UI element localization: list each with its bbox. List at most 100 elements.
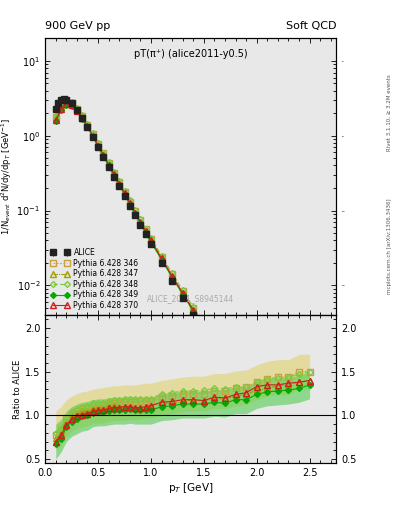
- Pythia 6.428 348: [297, 456, 301, 462]
- Pythia 6.428 346: [127, 199, 132, 205]
- Pythia 6.428 348: [191, 304, 196, 310]
- Pythia 6.428 346: [80, 113, 84, 119]
- Pythia 6.428 348: [53, 113, 58, 119]
- Pythia 6.428 346: [191, 305, 196, 311]
- Pythia 6.428 370: [138, 219, 143, 225]
- Pythia 6.428 370: [112, 171, 116, 177]
- Pythia 6.428 347: [59, 104, 63, 111]
- Pythia 6.428 347: [53, 115, 58, 121]
- Line: Pythia 6.428 349: Pythia 6.428 349: [54, 102, 312, 480]
- Pythia 6.428 370: [212, 339, 217, 345]
- Pythia 6.428 370: [191, 307, 196, 313]
- Pythia 6.428 370: [170, 273, 174, 279]
- Pythia 6.428 346: [265, 412, 270, 418]
- Pythia 6.428 370: [133, 209, 138, 216]
- Pythia 6.428 348: [96, 140, 101, 146]
- Pythia 6.428 349: [212, 340, 217, 347]
- Pythia 6.428 370: [222, 355, 227, 361]
- Pythia 6.428 346: [149, 236, 153, 242]
- Pythia 6.428 347: [212, 339, 217, 346]
- Pythia 6.428 349: [59, 107, 63, 113]
- Pythia 6.428 346: [275, 426, 280, 433]
- Pythia 6.428 370: [127, 200, 132, 206]
- Pythia 6.428 347: [143, 228, 148, 234]
- Pythia 6.428 348: [222, 352, 227, 358]
- Pythia 6.428 347: [133, 209, 138, 216]
- Pythia 6.428 349: [96, 143, 101, 150]
- Pythia 6.428 349: [286, 445, 291, 451]
- Pythia 6.428 370: [101, 152, 106, 158]
- Pythia 6.428 348: [143, 226, 148, 232]
- Pythia 6.428 346: [180, 288, 185, 294]
- Legend: ALICE, Pythia 6.428 346, Pythia 6.428 347, Pythia 6.428 348, Pythia 6.428 349, P: ALICE, Pythia 6.428 346, Pythia 6.428 34…: [49, 247, 140, 311]
- Pythia 6.428 348: [265, 412, 270, 418]
- Pythia 6.428 346: [106, 160, 111, 166]
- Pythia 6.428 347: [112, 170, 116, 177]
- Pythia 6.428 346: [138, 217, 143, 223]
- Pythia 6.428 346: [59, 103, 63, 109]
- Pythia 6.428 348: [254, 397, 259, 403]
- Line: Pythia 6.428 346: Pythia 6.428 346: [53, 98, 312, 477]
- Pythia 6.428 370: [275, 429, 280, 435]
- Pythia 6.428 346: [297, 456, 301, 462]
- Pythia 6.428 349: [101, 153, 106, 159]
- Pythia 6.428 346: [159, 254, 164, 260]
- Pythia 6.428 346: [69, 100, 74, 106]
- Pythia 6.428 348: [170, 270, 174, 276]
- Pythia 6.428 349: [127, 201, 132, 207]
- Pythia 6.428 348: [64, 98, 69, 104]
- Pythia 6.428 346: [202, 322, 206, 328]
- Pythia 6.428 346: [101, 151, 106, 157]
- Line: Pythia 6.428 347: Pythia 6.428 347: [53, 99, 312, 479]
- Pythia 6.428 370: [307, 473, 312, 479]
- Pythia 6.428 370: [96, 142, 101, 148]
- Pythia 6.428 370: [69, 102, 74, 108]
- Pythia 6.428 347: [75, 106, 79, 113]
- Pythia 6.428 348: [112, 168, 116, 175]
- Text: mcplots.cern.ch [arXiv:1306.3436]: mcplots.cern.ch [arXiv:1306.3436]: [387, 198, 392, 293]
- Pythia 6.428 370: [122, 190, 127, 197]
- Text: ALICE_2011_S8945144: ALICE_2011_S8945144: [147, 294, 234, 303]
- Pythia 6.428 349: [297, 460, 301, 466]
- Pythia 6.428 349: [64, 101, 69, 108]
- Pythia 6.428 348: [133, 207, 138, 213]
- Pythia 6.428 346: [170, 271, 174, 278]
- Y-axis label: 1/N$_{event}$ d$^{2}$N/dy/dp$_{T}$ [GeV$^{-1}$]: 1/N$_{event}$ d$^{2}$N/dy/dp$_{T}$ [GeV$…: [0, 118, 14, 236]
- Pythia 6.428 348: [159, 252, 164, 259]
- Pythia 6.428 346: [143, 226, 148, 232]
- Pythia 6.428 349: [138, 220, 143, 226]
- Pythia 6.428 370: [180, 290, 185, 296]
- Pythia 6.428 348: [80, 112, 84, 118]
- Pythia 6.428 370: [159, 255, 164, 261]
- Pythia 6.428 370: [53, 117, 58, 123]
- Pythia 6.428 370: [106, 162, 111, 168]
- Pythia 6.428 346: [75, 105, 79, 112]
- Pythia 6.428 348: [122, 188, 127, 194]
- Pythia 6.428 349: [117, 182, 121, 188]
- Pythia 6.428 348: [127, 197, 132, 203]
- Pythia 6.428 348: [59, 102, 63, 109]
- Pythia 6.428 347: [286, 443, 291, 450]
- Text: pT(π⁺) (alice2011-y0.5): pT(π⁺) (alice2011-y0.5): [134, 50, 248, 59]
- Pythia 6.428 349: [90, 134, 95, 140]
- Pythia 6.428 349: [80, 116, 84, 122]
- Pythia 6.428 348: [286, 441, 291, 447]
- Line: Pythia 6.428 348: Pythia 6.428 348: [54, 99, 312, 476]
- Pythia 6.428 370: [117, 181, 121, 187]
- Pythia 6.428 349: [85, 124, 90, 130]
- Pythia 6.428 349: [69, 102, 74, 109]
- Pythia 6.428 347: [85, 122, 90, 129]
- Pythia 6.428 348: [244, 383, 248, 389]
- Pythia 6.428 348: [307, 471, 312, 477]
- Pythia 6.428 370: [85, 123, 90, 130]
- Pythia 6.428 370: [75, 108, 79, 114]
- Pythia 6.428 349: [254, 401, 259, 407]
- Pythia 6.428 347: [69, 101, 74, 107]
- Pythia 6.428 349: [222, 356, 227, 362]
- Text: Soft QCD: Soft QCD: [286, 20, 336, 31]
- Pythia 6.428 347: [101, 152, 106, 158]
- Y-axis label: Ratio to ALICE: Ratio to ALICE: [13, 359, 22, 419]
- Pythia 6.428 346: [286, 441, 291, 447]
- Pythia 6.428 370: [143, 228, 148, 234]
- Pythia 6.428 347: [233, 370, 238, 376]
